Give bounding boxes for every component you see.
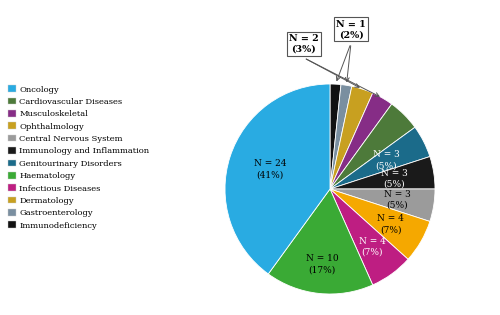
Wedge shape bbox=[330, 189, 430, 259]
Text: N = 4
(7%): N = 4 (7%) bbox=[378, 214, 404, 234]
Wedge shape bbox=[330, 93, 392, 189]
Text: N = 3
(5%): N = 3 (5%) bbox=[384, 190, 411, 210]
Wedge shape bbox=[330, 84, 341, 189]
Wedge shape bbox=[330, 86, 372, 189]
Legend: Oncology, Cardiovascular Diseases, Musculoskeletal, Ophthalmology, Central Nervo: Oncology, Cardiovascular Diseases, Muscu… bbox=[4, 82, 152, 233]
Text: N = 10
(17%): N = 10 (17%) bbox=[306, 254, 338, 274]
Text: N = 2
(3%): N = 2 (3%) bbox=[289, 34, 318, 54]
Wedge shape bbox=[330, 157, 435, 189]
Wedge shape bbox=[225, 84, 330, 274]
Wedge shape bbox=[330, 189, 435, 221]
Wedge shape bbox=[268, 189, 372, 294]
Text: N = 4
(7%): N = 4 (7%) bbox=[358, 237, 386, 257]
Text: N = 24
(41%): N = 24 (41%) bbox=[254, 159, 286, 180]
Wedge shape bbox=[330, 127, 430, 189]
Wedge shape bbox=[330, 189, 408, 285]
Text: N = 3
(5%): N = 3 (5%) bbox=[373, 150, 400, 170]
Wedge shape bbox=[330, 104, 415, 189]
Text: N = 3
(5%): N = 3 (5%) bbox=[381, 169, 407, 189]
Text: N = 1
(2%): N = 1 (2%) bbox=[336, 20, 366, 39]
Wedge shape bbox=[330, 84, 352, 189]
